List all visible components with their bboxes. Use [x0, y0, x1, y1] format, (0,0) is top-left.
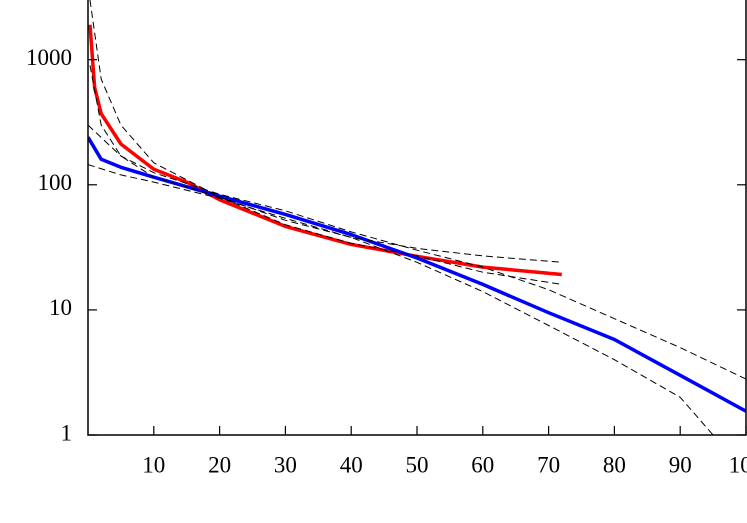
series-line	[88, 124, 746, 380]
y-tick-label: 10	[49, 295, 72, 320]
x-tick-label: 60	[471, 452, 494, 477]
x-tick-label: 20	[208, 452, 231, 477]
x-tick-label: 30	[274, 452, 297, 477]
x-tick-label: 10	[142, 452, 165, 477]
x-tick-label: 70	[537, 452, 560, 477]
x-tick-label: 100	[729, 452, 747, 477]
y-tick-label: 1000	[26, 45, 72, 70]
series-line	[89, 0, 562, 263]
x-tick-label: 40	[340, 452, 363, 477]
series-line	[88, 136, 746, 413]
series-line	[88, 24, 562, 277]
plot-area	[88, 0, 746, 435]
series-line	[88, 164, 714, 435]
x-tick-label: 90	[669, 452, 692, 477]
x-tick-label: 80	[603, 452, 626, 477]
x-tick-label: 50	[406, 452, 429, 477]
y-tick-label: 100	[38, 170, 73, 195]
series-line	[89, 65, 562, 285]
axis-frame	[87, 0, 747, 436]
y-tick-label: 1	[61, 420, 73, 445]
